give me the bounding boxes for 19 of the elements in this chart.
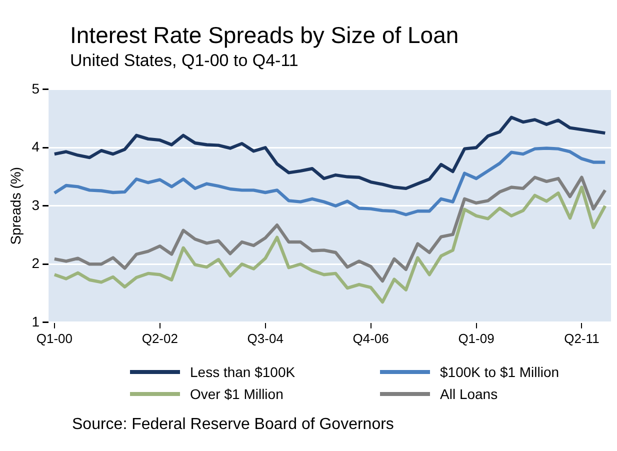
y-tick-label: 2: [32, 255, 40, 272]
y-axis-title: Spreads (%): [7, 166, 24, 245]
y-tick-label: 3: [32, 196, 40, 213]
x-tick-label: Q2-11: [564, 330, 600, 346]
legend-label: $100K to $1 Million: [440, 364, 560, 380]
x-tick-label: Q1-09: [458, 330, 494, 346]
chart-subtitle: United States, Q1-00 to Q4-11: [70, 51, 298, 71]
y-tick-label: 5: [32, 80, 40, 96]
y-tick-label: 1: [32, 313, 40, 330]
legend-label: Less than $100K: [190, 364, 296, 380]
source-note: Source: Federal Reserve Board of Governors: [72, 416, 394, 434]
x-tick-label: Q4-06: [352, 330, 389, 346]
legend-label: All Loans: [440, 386, 498, 402]
x-tick-label: Q1-00: [36, 330, 73, 346]
x-tick-label: Q2-02: [142, 330, 178, 346]
x-tick-label: Q3-04: [247, 330, 284, 346]
legend-label: Over $1 Million: [190, 386, 284, 402]
chart-title: Interest Rate Spreads by Size of Loan: [70, 22, 459, 49]
y-tick-label: 4: [32, 138, 40, 155]
